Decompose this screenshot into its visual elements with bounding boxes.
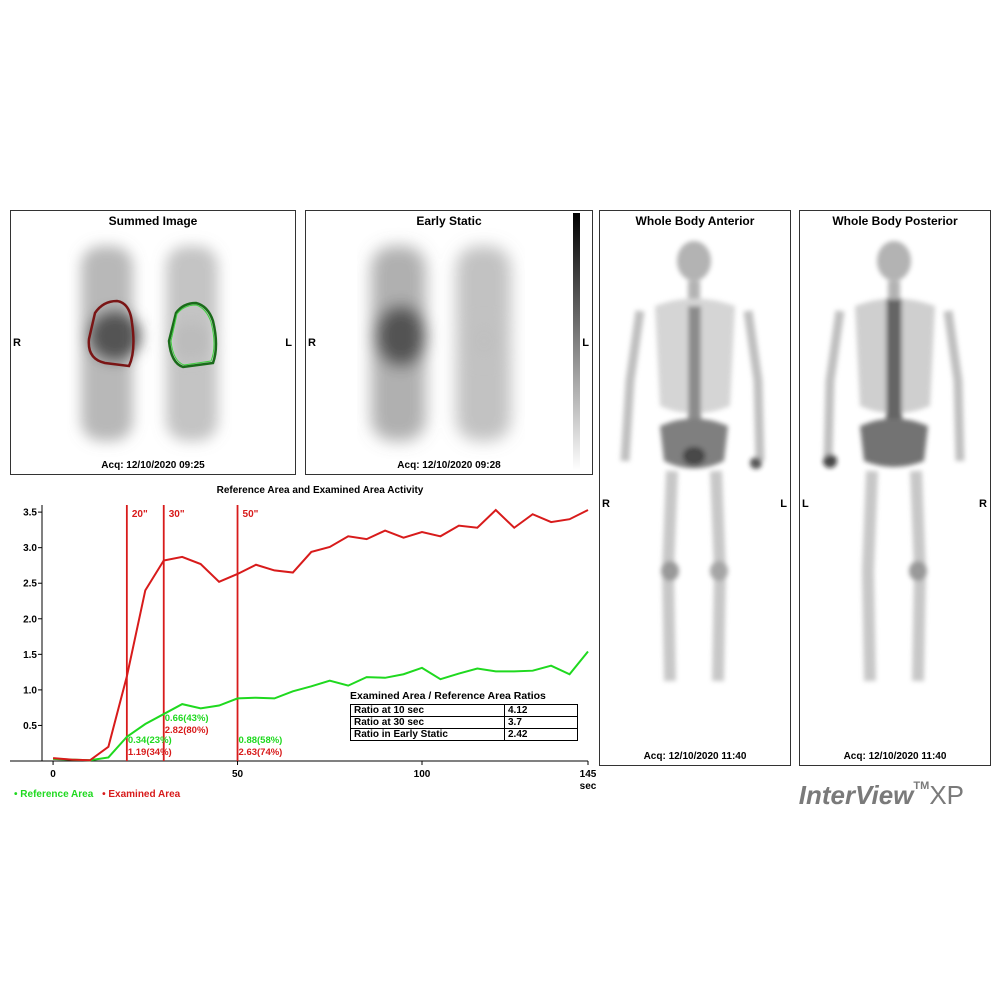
summed-acq-time: Acq: 12/10/2020 09:25: [101, 460, 205, 471]
x-tick-label: 145: [580, 769, 597, 780]
y-tick-label: 1.0: [23, 685, 37, 696]
table-row: Ratio at 10 sec 4.12: [350, 704, 578, 717]
y-tick-label: 2.0: [23, 614, 37, 625]
grayscale-colorbar: [573, 213, 580, 471]
x-axis-label: sec: [580, 781, 597, 792]
examined-roi-outline: [87, 299, 135, 368]
anterior-right-side-label: R: [602, 498, 610, 510]
time-marker-label: 20": [132, 509, 148, 520]
logo-name: InterView: [798, 780, 914, 810]
ratios-title: Examined Area / Reference Area Ratios: [350, 690, 546, 702]
chart-annotation: 2.82(80%): [165, 725, 209, 736]
early-static-title: Early Static: [416, 214, 482, 228]
posterior-title: Whole Body Posterior: [832, 214, 958, 228]
examined-area-line: [52, 508, 589, 762]
ratio-label: Ratio at 10 sec: [350, 704, 505, 717]
logo-tm: TM: [913, 780, 930, 792]
summed-image-panel: Summed Image R L Acq: 12/10/2020 09:25: [10, 210, 296, 475]
time-marker-label: 30": [169, 509, 185, 520]
anterior-body-scan: [620, 241, 765, 682]
x-tick-label: 50: [232, 769, 244, 780]
reference-roi-outline: [167, 301, 218, 369]
chart-annotation: 0.66(43%): [165, 713, 209, 724]
summed-image-scan: [81, 246, 218, 441]
whole-body-anterior-panel: Whole Body Anterior R L Acq: 12/10/2020 …: [599, 210, 791, 766]
y-tick-label: 0.5: [23, 721, 37, 732]
chart-title: Reference Area and Examined Area Activit…: [216, 485, 424, 496]
y-tick-label: 1.5: [23, 650, 37, 661]
x-tick-label: 0: [50, 769, 56, 780]
legend-reference: • Reference Area: [14, 789, 94, 800]
posterior-right-side-label: R: [979, 498, 987, 510]
chart-annotation: 2.63(74%): [239, 747, 283, 758]
summed-left-side-label: L: [285, 337, 292, 349]
table-row: Ratio at 30 sec 3.7: [350, 716, 578, 729]
logo-suffix: XP: [929, 780, 964, 810]
anterior-acq-time: Acq: 12/10/2020 11:40: [643, 751, 747, 762]
anterior-title: Whole Body Anterior: [635, 214, 755, 228]
ratio-label: Ratio in Early Static: [350, 728, 505, 741]
anterior-left-side-label: L: [780, 498, 787, 510]
chart-legend: • Reference Area • Examined Area: [14, 789, 180, 800]
ratios-box: Examined Area / Reference Area Ratios Ra…: [350, 690, 578, 741]
whole-body-posterior-panel: Whole Body Posterior L R Acq: 12/10/2020…: [799, 210, 991, 766]
early-left-side-label: L: [582, 337, 589, 349]
early-right-side-label: R: [308, 337, 316, 349]
ratio-value: 3.7: [504, 716, 578, 729]
x-tick-label: 100: [414, 769, 431, 780]
chart-annotation: 0.34(23%): [128, 735, 172, 746]
reference-area-line: [53, 650, 589, 762]
y-tick-label: 3.5: [23, 508, 37, 519]
ratios-table: Ratio at 10 sec 4.12 Ratio at 30 sec 3.7 R…: [350, 704, 578, 741]
y-tick-label: 2.5: [23, 579, 37, 590]
ratio-value: 2.42: [504, 728, 578, 741]
posterior-body-scan: [823, 241, 965, 682]
table-row: Ratio in Early Static 2.42: [350, 728, 578, 741]
y-tick-label: 3.0: [23, 543, 37, 554]
legend-examined: • Examined Area: [102, 789, 181, 800]
summed-image-title: Summed Image: [108, 214, 198, 228]
chart-annotation: 0.88(58%): [239, 735, 283, 746]
posterior-left-side-label: L: [802, 498, 809, 510]
early-acq-time: Acq: 12/10/2020 09:28: [397, 460, 501, 471]
interview-xp-logo: InterViewTMXP: [799, 780, 964, 811]
chart-annotation: 1.19(34%): [128, 747, 172, 758]
time-marker-label: 50": [243, 509, 259, 520]
early-static-scan: [371, 213, 580, 471]
summed-right-side-label: R: [13, 337, 21, 349]
ratio-value: 4.12: [504, 704, 578, 717]
early-static-panel: Early Static R L Acq: 12/10/2020 09:28: [305, 210, 593, 475]
posterior-acq-time: Acq: 12/10/2020 11:40: [843, 751, 947, 762]
ratio-label: Ratio at 30 sec: [350, 716, 505, 729]
